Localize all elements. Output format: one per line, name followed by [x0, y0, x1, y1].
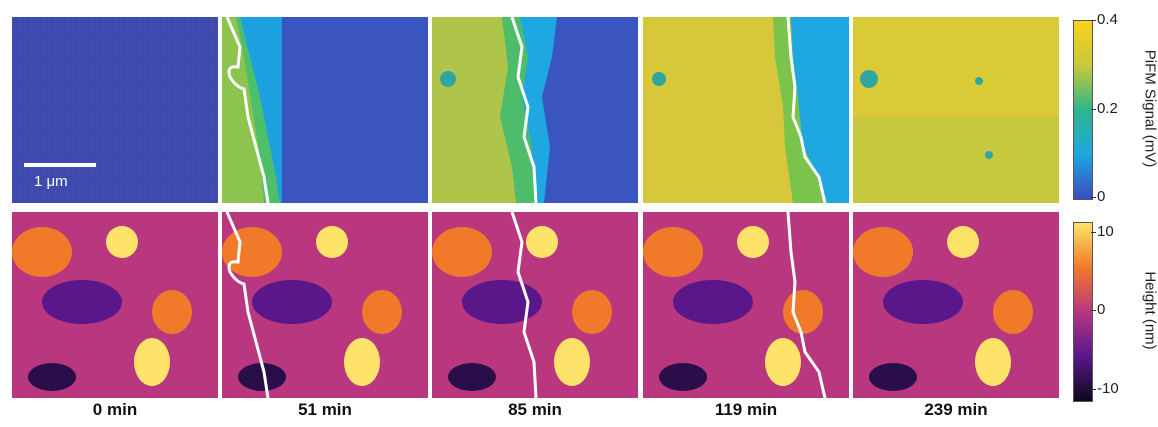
- time-label: 239 min: [924, 400, 988, 419]
- pifm-map-239min: [853, 17, 1059, 203]
- pifm-map-119min: [643, 17, 849, 203]
- pifm-tick-label: 0.4: [1097, 11, 1118, 28]
- height-map-119min: [643, 212, 849, 398]
- time-label: 0 min: [92, 400, 138, 419]
- pifm-colorbar: [1073, 20, 1093, 200]
- time-label: 85 min: [508, 400, 562, 419]
- pifm-map-0min: [12, 17, 218, 203]
- pifm-tick-label: 0: [1097, 188, 1106, 205]
- height-colorbar: [1073, 222, 1093, 402]
- height-colorbar-title: Height (nm): [1141, 271, 1158, 350]
- pifm-tick-label: 0.2: [1097, 100, 1118, 117]
- height-tick-label: -10: [1097, 380, 1119, 397]
- scale-bar: [24, 163, 96, 167]
- height-map-239min: [853, 212, 1059, 398]
- time-label: 51 min: [298, 400, 352, 419]
- pifm-map-51min: [222, 17, 428, 203]
- pifm-map-85min: [432, 17, 638, 203]
- height-map-51min: [222, 212, 428, 398]
- height-tick-label: 10: [1097, 223, 1114, 240]
- pifm-colorbar-title: PiFM Signal (mV): [1141, 49, 1158, 168]
- height-map-0min: [12, 212, 218, 398]
- scale-bar-label: 1 μm: [34, 173, 68, 190]
- time-label: 119 min: [714, 400, 778, 419]
- height-tick-label: 0: [1097, 301, 1106, 318]
- height-map-85min: [432, 212, 638, 398]
